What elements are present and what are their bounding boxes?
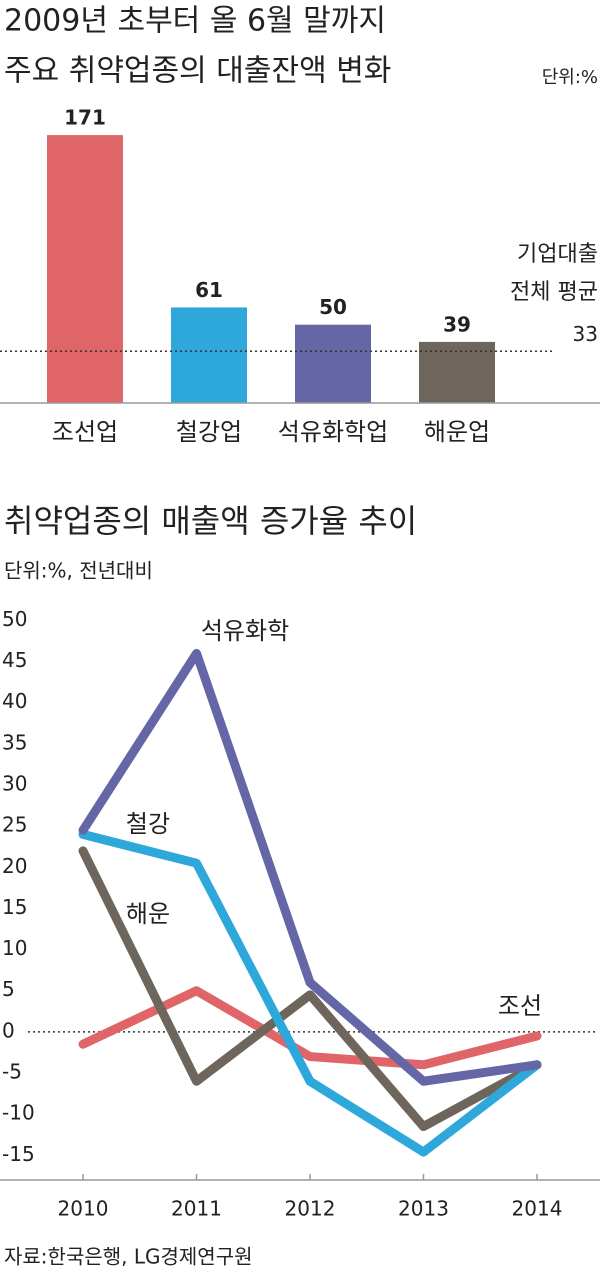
y-tick-label: 50 xyxy=(2,607,27,631)
series-line xyxy=(78,846,542,1132)
series-label: 해운 xyxy=(126,900,170,928)
x-tick-label: 2013 xyxy=(398,1197,449,1221)
x-tick-label: 2014 xyxy=(512,1197,563,1221)
value-label: 171 xyxy=(64,106,106,130)
y-tick-label: 5 xyxy=(2,977,15,1001)
reference-label: 전체 평균 xyxy=(510,280,598,305)
value-label: 39 xyxy=(443,312,471,336)
y-tick-label: 35 xyxy=(2,730,27,754)
category-label: 석유화학업 xyxy=(278,418,388,446)
series-label: 석유화학 xyxy=(201,617,289,645)
y-tick-label: -15 xyxy=(2,1142,35,1166)
unit-label: 단위:% xyxy=(542,67,598,88)
y-tick-label: 45 xyxy=(2,648,27,672)
bar xyxy=(171,307,247,403)
category-label: 철강업 xyxy=(176,418,242,446)
series-label: 철강 xyxy=(126,810,170,838)
category-label: 해운업 xyxy=(424,418,490,446)
chart-title: 취약업종의 매출액 증가율 추이 xyxy=(4,502,417,540)
x-tick-label: 2012 xyxy=(285,1197,336,1221)
y-tick-label: 0 xyxy=(2,1018,15,1042)
reference-label: 기업대출 xyxy=(517,242,598,267)
y-tick-label: -5 xyxy=(2,1060,22,1084)
series-line xyxy=(78,986,542,1070)
bar xyxy=(295,324,371,403)
bar xyxy=(419,341,495,403)
series-line xyxy=(78,648,542,1086)
series-label: 조선 xyxy=(498,992,542,1020)
category-label: 조선업 xyxy=(52,418,118,446)
y-tick-label: 25 xyxy=(2,813,27,837)
series-line xyxy=(78,829,542,1157)
reference-value: 33 xyxy=(573,322,598,346)
bar xyxy=(47,135,123,403)
y-tick-label: 40 xyxy=(2,689,27,713)
x-tick-label: 2011 xyxy=(171,1197,222,1221)
value-label: 61 xyxy=(195,278,223,302)
source: 자료:한국은행, LG경제연구원 xyxy=(4,1245,253,1269)
value-label: 50 xyxy=(319,295,347,319)
chart-title: 2009년 초부터 올 6월 말까지 xyxy=(4,4,386,39)
y-tick-label: 20 xyxy=(2,854,27,878)
y-tick-label: 15 xyxy=(2,895,27,919)
chart-title: 주요 취약업종의 대출잔액 변화 xyxy=(4,54,391,89)
y-tick-label: 30 xyxy=(2,772,27,796)
unit-label: 단위:%, 전년대비 xyxy=(4,559,153,583)
y-tick-label: -10 xyxy=(2,1101,35,1125)
x-tick-label: 2010 xyxy=(58,1197,109,1221)
y-tick-label: 10 xyxy=(2,936,27,960)
